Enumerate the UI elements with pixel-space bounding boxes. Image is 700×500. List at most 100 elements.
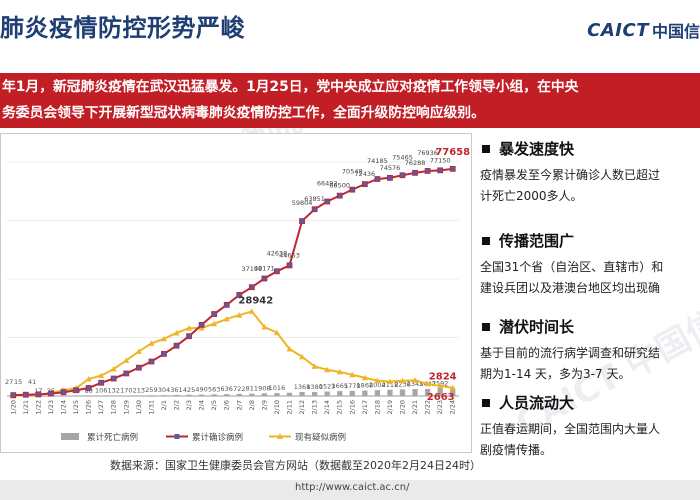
bar-deaths — [362, 390, 368, 396]
bar-data-label: 1380 — [306, 383, 323, 391]
summary-banner: 年1月，新冠肺炎疫情在武汉迅猛暴发。1月25日，党中央成立应对疫情工作领导小组，… — [0, 73, 700, 128]
confirmed-line — [13, 167, 453, 397]
bar-deaths — [249, 393, 255, 396]
bar-deaths — [311, 391, 318, 396]
section-text: 基于目前的流行病学调查和研究结 — [480, 346, 661, 360]
suspected-point — [349, 371, 356, 378]
suspected-point — [374, 377, 381, 384]
bar-deaths — [349, 390, 355, 396]
section-title: 潜伏时间长 — [499, 318, 575, 336]
confirmed-point — [336, 192, 343, 199]
x-tick-label: 1/30 — [135, 400, 143, 415]
bar-deaths — [198, 394, 205, 396]
bar-data-label: 2236 — [394, 380, 411, 388]
bar-data-label: 1368 — [294, 383, 311, 391]
suspected-point — [110, 365, 117, 372]
bar-data-label: 2345 — [407, 380, 424, 388]
legend-marker — [174, 434, 180, 439]
bar-deaths — [324, 391, 330, 396]
confirmed-data-label: 42638 — [267, 249, 288, 257]
x-tick-label: 1/22 — [34, 400, 42, 415]
suspected-point — [273, 329, 280, 336]
suspected-point — [412, 377, 419, 383]
legend-marker — [277, 433, 283, 439]
legend-label: 累计死亡病例 — [87, 432, 138, 443]
confirmed-data-label: 75465 — [392, 153, 413, 161]
confirmed-data-label: 59804 — [292, 199, 313, 207]
epidemic-chart: 1725415680106132170213259304361425490563… — [0, 133, 472, 453]
bullet-square-icon — [482, 322, 490, 331]
x-tick-label: 2/14 — [323, 400, 331, 415]
suspected-data-label: 28942 — [238, 295, 273, 306]
x-tick-label: 2/23 — [436, 400, 444, 415]
section-text: 正值春运期间，全国范围内大量人 — [480, 422, 661, 436]
bar-deaths — [437, 388, 443, 396]
suspected-point — [160, 335, 167, 342]
x-tick-label: 2/18 — [373, 400, 381, 415]
bar-data-label: 425 — [183, 386, 195, 394]
suspected-point — [399, 377, 406, 384]
section-text: 全国31个省（自治区、直辖市）和 — [480, 260, 664, 274]
confirmed-data-label: 77658 — [435, 147, 470, 158]
banner-line-2: 务委员会领导下开展新型冠状病毒肺炎疫情防控工作，全面升级防控响应级别。 — [2, 105, 485, 121]
confirmed-data-label: 68500 — [329, 182, 350, 190]
deaths-last-label: 2663 — [427, 392, 455, 403]
logo-text: CAICT — [587, 19, 649, 41]
confirmed-point — [60, 389, 67, 396]
bar-deaths — [211, 394, 217, 396]
confirmed-point — [35, 391, 42, 398]
confirmed-point — [374, 176, 381, 182]
confirmed-point — [173, 342, 180, 349]
confirmed-point — [148, 358, 155, 365]
confirmed-point — [424, 168, 431, 174]
bar-data-label: 1523 — [319, 383, 336, 391]
bar-deaths — [337, 391, 343, 396]
bar-data-label: 1016 — [269, 384, 286, 392]
x-tick-label: 1/26 — [85, 400, 93, 415]
bar-deaths — [450, 388, 456, 396]
logo-cn: 中国信 — [651, 22, 700, 41]
x-tick-label: 1/23 — [47, 400, 55, 415]
confirmed-data-label: 74576 — [380, 164, 401, 172]
section-text: 疫情暴发至今累计确诊人数已超过 — [480, 168, 661, 182]
bar-deaths — [161, 395, 167, 396]
section-speed: 暴发速度快 疫情暴发至今累计确诊人数已超过 计死亡2000多人。 — [476, 138, 660, 207]
left-edge-label: 27 — [5, 378, 13, 386]
bar-data-label: 811 — [246, 385, 258, 393]
bar-data-label: 259 — [145, 386, 157, 394]
x-tick-label: 2/5 — [210, 400, 218, 410]
x-tick-label: 2/11 — [286, 400, 294, 415]
x-tick-label: 2/15 — [336, 400, 344, 415]
confirmed-point — [387, 174, 393, 181]
section-text: 建设兵团以及港澳台地区均出现确 — [480, 281, 661, 295]
x-tick-label: 2/13 — [311, 400, 319, 415]
x-tick-label: 2/21 — [411, 400, 419, 415]
x-tick-label: 2/3 — [185, 400, 193, 410]
x-tick-label: 2/10 — [273, 400, 281, 415]
confirmed-data-label: 44653 — [279, 251, 300, 259]
confirmed-point — [399, 172, 406, 179]
x-tick-label: 2/8 — [248, 400, 256, 410]
suspected-point — [437, 382, 444, 389]
bullet-square-icon — [482, 144, 490, 153]
confirmed-point — [98, 379, 105, 386]
suspected-point — [286, 346, 293, 352]
section-title: 暴发速度快 — [499, 140, 575, 158]
bullet-square-icon — [482, 236, 490, 245]
section-mobility: 人员流动大 正值春运期间，全国范围内大量人 剧疫情传播。 — [476, 392, 660, 461]
confirmed-data-label: 74185 — [367, 157, 388, 165]
bar-deaths — [286, 392, 293, 396]
confirmed-point — [449, 165, 456, 172]
bar-data-label: 908 — [258, 384, 270, 392]
footer-url[interactable]: http://www.caict.ac.cn/ — [295, 482, 410, 493]
confirmed-point — [236, 292, 243, 298]
suspected-point — [248, 308, 255, 314]
bar-deaths — [299, 391, 305, 396]
confirmed-data-label: 70548 — [342, 168, 363, 176]
section-text: 计死亡2000多人。 — [480, 189, 583, 203]
bar-data-label: 722 — [233, 385, 245, 393]
confirmed-data-label: 76288 — [405, 159, 426, 167]
chart-svg: 1725415680106132170213259304361425490563… — [5, 147, 470, 443]
confirmed-point — [110, 375, 117, 382]
bar-deaths — [274, 393, 280, 396]
